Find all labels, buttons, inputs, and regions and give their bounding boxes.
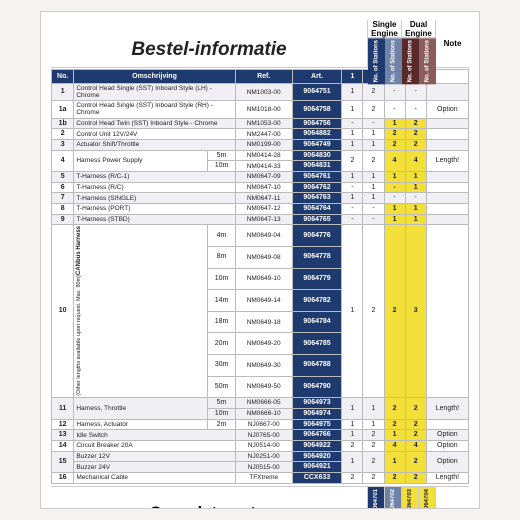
- group-single: Single Engine: [368, 20, 401, 38]
- header-zone: Bestel-informatie Single Engine No. of S…: [51, 20, 469, 68]
- footer-art-4: Art. 9064704: [418, 487, 435, 509]
- th-n1: 1: [342, 70, 363, 84]
- table-row: 7T-Harness (SINGLE)NM0647-11906476311--: [52, 193, 469, 204]
- th-ref: Ref.: [235, 70, 292, 84]
- order-table: No. Omschrijving Ref. Art. 1 2 1 2 1Cont…: [51, 69, 469, 484]
- th-desc: Omschrijving: [74, 70, 235, 84]
- table-row: 9T-Harness (STBD)NM0647-139064765--11: [52, 214, 469, 225]
- table-row: 12Harness, Actuator2mNJ0667-009064975112…: [52, 419, 469, 430]
- vert-se2: No. of Stations: [385, 38, 402, 84]
- table-row: 11Harness, Throttle5mNM0666-059064973112…: [52, 398, 469, 409]
- th-no: No.: [52, 70, 74, 84]
- footer-art-1: Art. 9064701: [367, 487, 384, 509]
- note-header: Note: [435, 20, 469, 67]
- table-row: 15Buzzer 12VNJ0251-0090649201212Option: [52, 451, 469, 462]
- table-row: 2Control Unit 12V/24VNM2447-009064882112…: [52, 129, 469, 140]
- table-row: 5T-Harness (R/C-1)NM0647-0990647611111: [52, 172, 469, 183]
- th-art: Art.: [292, 70, 342, 84]
- complete-sets-label: Complete sets:: [51, 487, 367, 509]
- table-row: 6T-Harness (R/C)NM0647-109064762-1-1: [52, 182, 469, 193]
- table-row: 1aControl Head Single (SST) Inboard Styl…: [52, 101, 469, 118]
- vert-de1: No. of Stations: [402, 38, 419, 84]
- page-title: Bestel-informatie: [51, 20, 367, 67]
- table-row: 3Actuator Shift/ThrottleNM0199-009064749…: [52, 139, 469, 150]
- table-row: 16Mechanical CableTFXtremeCCX6332222Leng…: [52, 473, 469, 484]
- footer: Complete sets: Art. 9064701 Art. 9064702…: [51, 486, 469, 509]
- table-row: 1Control Head Single (SST) Inboard Style…: [52, 84, 469, 101]
- table-row: 13Idle SwitchNJ0765-0090647661212Option: [52, 430, 469, 441]
- vert-se1: No. of Stations: [368, 38, 385, 84]
- group-dual: Dual Engine: [402, 20, 435, 38]
- table-row: 4Harness Power Supply5mNM0414-2890648302…: [52, 150, 469, 161]
- table-row: 1bControl Head Twin (SST) Inboard Style …: [52, 118, 469, 129]
- table-row: 10CANbus Harness(Other lengths available…: [52, 225, 469, 247]
- table-row: 14Circuit Breaker 20ANJ0514-009064922224…: [52, 440, 469, 451]
- vert-de2: No. of Stations: [419, 38, 436, 84]
- footer-art-2: Art. 9064702: [384, 487, 401, 509]
- table-row: 8T-Harness (PORT)NM0647-129064764--11: [52, 204, 469, 215]
- footer-art-3: Art. 9064703: [401, 487, 418, 509]
